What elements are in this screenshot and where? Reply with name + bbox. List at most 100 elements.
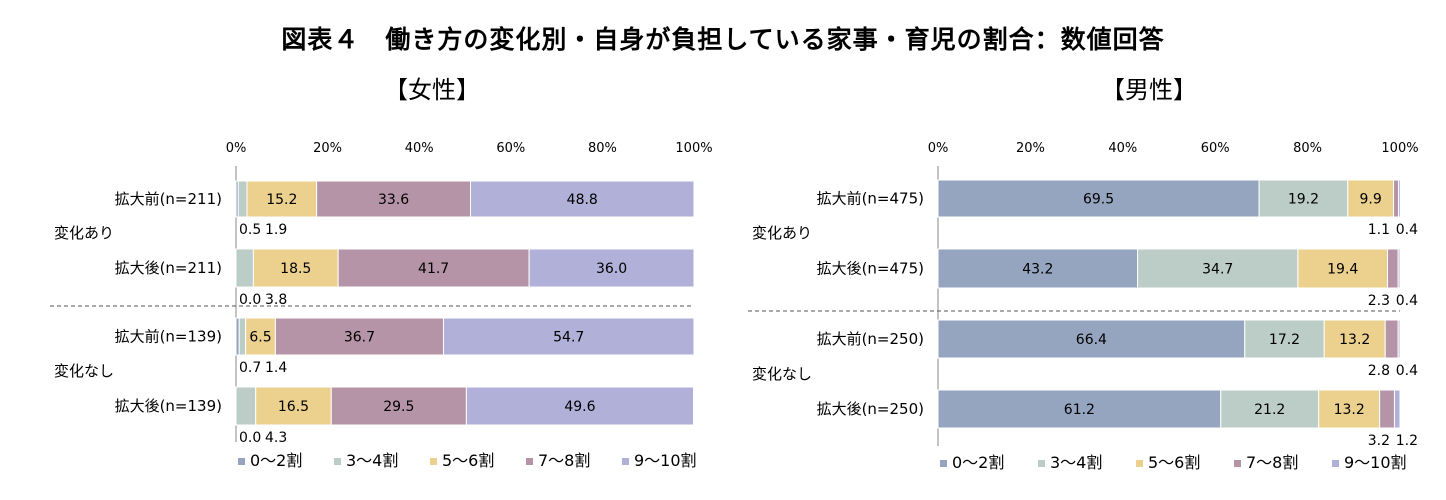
bar-segment-female [235, 386, 257, 426]
legend-label-female: 3〜4割 [346, 451, 398, 470]
legend-label-female: 0〜2割 [250, 451, 302, 470]
data-label-small-female: 4.3 [265, 430, 287, 446]
group-label-male: 変化なし [752, 365, 812, 383]
x-tick-label-female: 40% [405, 141, 434, 156]
x-tick-label-female: 20% [313, 141, 342, 156]
bar-segment-female [337, 248, 530, 288]
bar-segment-male [937, 179, 1260, 218]
bar-segment-male [1347, 179, 1395, 218]
data-label-small-male: 0.4 [1396, 293, 1418, 309]
x-tick-label-male: 0% [928, 141, 949, 156]
bar-segment-female [237, 180, 248, 218]
x-tick-label-female: 100% [675, 141, 712, 156]
data-label-female: 49.6 [564, 399, 595, 415]
data-label-male: 9.9 [1360, 192, 1382, 208]
data-label-male: 34.7 [1202, 262, 1233, 278]
bar-segment-male [1387, 248, 1399, 289]
legend-label-female: 5〜6割 [442, 451, 494, 470]
legend-swatch-female [622, 458, 629, 465]
bar-segment-male [1137, 248, 1299, 289]
bar-segment-female [465, 386, 695, 426]
data-label-male: 21.2 [1254, 402, 1285, 418]
x-tick-label-male: 80% [1293, 141, 1322, 156]
row-label-female: 拡大前(n=211) [115, 190, 222, 208]
row-label-male: 拡大後(n=250) [817, 400, 924, 418]
panel-title-male: 【男性】 [1101, 76, 1197, 104]
data-label-female: 48.8 [567, 192, 598, 208]
data-label-male: 66.4 [1076, 332, 1107, 348]
bar-segment-female [245, 317, 276, 356]
legend-swatch-female [334, 458, 341, 465]
row-label-male: 拡大後(n=475) [817, 260, 924, 278]
data-label-small-female: 1.4 [265, 360, 287, 376]
data-label-small-female: 0.0 [239, 292, 261, 308]
data-label-male: 17.2 [1269, 332, 1300, 348]
bar-segment-male [1323, 319, 1386, 359]
bar-segment-female [274, 317, 444, 356]
row-label-male: 拡大前(n=475) [817, 190, 924, 208]
bar-segment-male [1393, 179, 1400, 218]
legend-label-male: 9〜10割 [1344, 453, 1407, 472]
row-label-male: 拡大前(n=250) [817, 330, 924, 348]
chart-title: 図表４ 働き方の変化別・自身が負担している家事・育児の割合：数値回答 [281, 25, 1165, 54]
data-label-male: 69.5 [1083, 192, 1114, 208]
legend-swatch-female [238, 458, 245, 465]
row-label-female: 拡大後(n=139) [115, 397, 222, 415]
x-tick-label-male: 40% [1108, 141, 1137, 156]
data-label-female: 15.2 [266, 192, 297, 208]
bar-segment-male [1379, 389, 1395, 429]
legend-swatch-male [1234, 460, 1241, 467]
group-label-female: 変化なし [54, 362, 114, 380]
bar-segment-male [1393, 389, 1401, 429]
legend-swatch-male [1136, 460, 1143, 467]
data-label-female: 6.5 [249, 330, 271, 346]
bar-segment-female [238, 317, 247, 356]
bar-segment-male [1397, 319, 1401, 359]
bar-segment-male [1397, 248, 1401, 289]
data-label-small-male: 2.3 [1368, 293, 1390, 309]
data-label-female: 18.5 [280, 261, 311, 277]
bar-segment-female [246, 180, 318, 218]
group-label-male: 変化あり [752, 224, 812, 242]
data-label-female: 36.0 [596, 261, 627, 277]
data-label-male: 61.2 [1064, 402, 1095, 418]
bar-segment-female [442, 317, 695, 356]
data-label-small-female: 0.7 [239, 360, 261, 376]
legend-label-female: 9〜10割 [634, 451, 697, 470]
bar-segment-male [1244, 319, 1325, 359]
row-label-female: 拡大前(n=139) [115, 328, 222, 346]
data-label-female: 16.5 [278, 399, 309, 415]
x-tick-label-male: 60% [1201, 141, 1230, 156]
data-label-small-female: 1.9 [265, 222, 287, 238]
bar-segment-female [528, 248, 695, 288]
legend-label-male: 5〜6割 [1148, 453, 1200, 472]
bar-segment-male [937, 319, 1246, 359]
data-label-male: 13.2 [1334, 402, 1365, 418]
data-label-small-female: 0.0 [239, 430, 261, 446]
group-label-female: 変化あり [54, 224, 114, 242]
legend-label-male: 0〜2割 [952, 453, 1004, 472]
x-tick-label-female: 60% [496, 141, 525, 156]
data-label-small-male: 0.4 [1396, 222, 1418, 238]
legend-swatch-female [526, 458, 533, 465]
bar-segment-male [1220, 389, 1320, 429]
data-label-female: 29.5 [383, 399, 414, 415]
data-label-male: 43.2 [1022, 262, 1053, 278]
legend-swatch-female [430, 458, 437, 465]
x-tick-label-male: 20% [1016, 141, 1045, 156]
data-label-small-male: 2.8 [1368, 363, 1390, 379]
bar-segment-male [1258, 179, 1349, 218]
data-label-male: 13.2 [1339, 332, 1370, 348]
data-label-female: 36.7 [344, 330, 375, 346]
data-label-small-female: 3.8 [265, 292, 287, 308]
panel-title-female: 【女性】 [384, 76, 480, 104]
data-label-female: 33.6 [378, 192, 409, 208]
bar-segment-female [469, 180, 695, 218]
data-label-small-male: 1.2 [1396, 433, 1418, 449]
data-label-male: 19.4 [1327, 262, 1358, 278]
bar-segment-female [255, 386, 332, 426]
legend-label-female: 7〜8割 [538, 451, 590, 470]
x-tick-label-male: 100% [1381, 141, 1418, 156]
legend-label-male: 3〜4割 [1050, 453, 1102, 472]
data-label-small-male: 0.4 [1396, 363, 1418, 379]
